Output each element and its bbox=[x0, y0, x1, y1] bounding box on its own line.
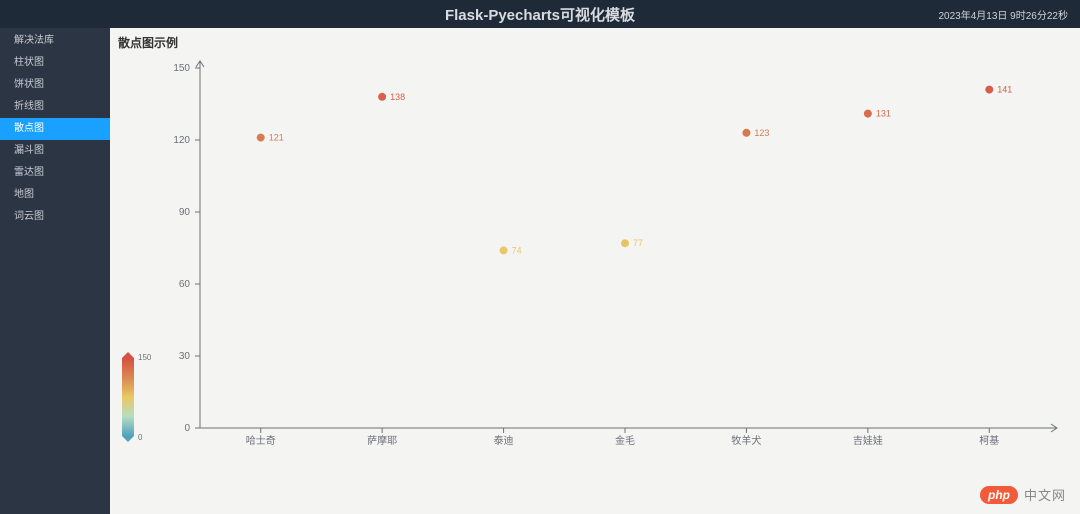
sidebar-item-7[interactable]: 地图 bbox=[0, 184, 110, 206]
point-label: 123 bbox=[754, 128, 769, 138]
visualmap-max-label: 150 bbox=[138, 353, 152, 362]
watermark: php 中文网 bbox=[980, 485, 1066, 504]
visualmap-top-arrow bbox=[122, 352, 134, 358]
chart-panel: 散点图示例 0306090120150哈士奇萨摩耶泰迪金毛牧羊犬吉娃娃柯基121… bbox=[110, 28, 1080, 514]
watermark-badge: php bbox=[980, 486, 1018, 504]
body-row: 解决法库柱状图饼状图折线图散点图漏斗图雷达图地图词云图 散点图示例 030609… bbox=[0, 28, 1080, 514]
sidebar-nav: 解决法库柱状图饼状图折线图散点图漏斗图雷达图地图词云图 bbox=[0, 28, 110, 514]
x-tick-label: 柯基 bbox=[979, 434, 999, 447]
x-tick-label: 哈士奇 bbox=[246, 434, 276, 447]
y-tick-label: 90 bbox=[179, 207, 191, 218]
x-tick-label: 吉娃娃 bbox=[853, 434, 883, 447]
y-tick-label: 30 bbox=[179, 351, 191, 362]
scatter-point[interactable] bbox=[378, 93, 386, 101]
sidebar-item-4[interactable]: 散点图 bbox=[0, 118, 110, 140]
y-tick-label: 150 bbox=[173, 63, 190, 74]
sidebar-item-8[interactable]: 词云图 bbox=[0, 206, 110, 228]
header-timestamp: 2023年4月13日 9时26分22秒 bbox=[938, 7, 1068, 22]
sidebar-item-2[interactable]: 饼状图 bbox=[0, 74, 110, 96]
scatter-point[interactable] bbox=[985, 86, 993, 94]
scatter-point[interactable] bbox=[257, 134, 265, 142]
sidebar-item-3[interactable]: 折线图 bbox=[0, 96, 110, 118]
y-tick-label: 120 bbox=[173, 135, 190, 146]
scatter-point[interactable] bbox=[864, 110, 872, 118]
sidebar-item-5[interactable]: 漏斗图 bbox=[0, 140, 110, 162]
watermark-text: 中文网 bbox=[1024, 485, 1066, 504]
sidebar-item-0[interactable]: 解决法库 bbox=[0, 30, 110, 52]
point-label: 74 bbox=[512, 245, 522, 255]
point-label: 77 bbox=[633, 238, 643, 248]
x-tick-label: 牧羊犬 bbox=[731, 434, 761, 447]
scatter-point[interactable] bbox=[742, 129, 750, 137]
scatter-point[interactable] bbox=[621, 239, 629, 247]
point-label: 131 bbox=[876, 109, 891, 119]
page-title: Flask-Pyecharts可视化模板 bbox=[445, 4, 635, 25]
scatter-chart: 0 30 60 90 120 150 哈士奇 萨摩耶 泰迪 金毛 牧羊犬 吉娃娃 柯基 121 138 74 7… bbox=[110, 28, 1080, 514]
visualmap-bottom-arrow bbox=[122, 436, 134, 442]
sidebar-item-1[interactable]: 柱状图 bbox=[0, 52, 110, 74]
scatter-point[interactable] bbox=[500, 246, 508, 254]
point-label: 138 bbox=[390, 92, 405, 102]
header-bar: Flask-Pyecharts可视化模板 2023年4月13日 9时26分22秒 bbox=[0, 0, 1080, 28]
y-tick-label: 60 bbox=[179, 279, 191, 290]
sidebar-item-6[interactable]: 雷达图 bbox=[0, 162, 110, 184]
x-tick-label: 金毛 bbox=[615, 434, 635, 447]
y-tick-label: 0 bbox=[184, 423, 190, 434]
app-root: Flask-Pyecharts可视化模板 2023年4月13日 9时26分22秒… bbox=[0, 0, 1080, 514]
visualmap-min-label: 0 bbox=[138, 433, 143, 442]
x-tick-label: 萨摩耶 bbox=[367, 434, 397, 447]
point-label: 141 bbox=[997, 85, 1012, 95]
point-label: 121 bbox=[269, 133, 284, 143]
x-tick-label: 泰迪 bbox=[494, 434, 514, 447]
visualmap-bar[interactable] bbox=[122, 358, 134, 436]
